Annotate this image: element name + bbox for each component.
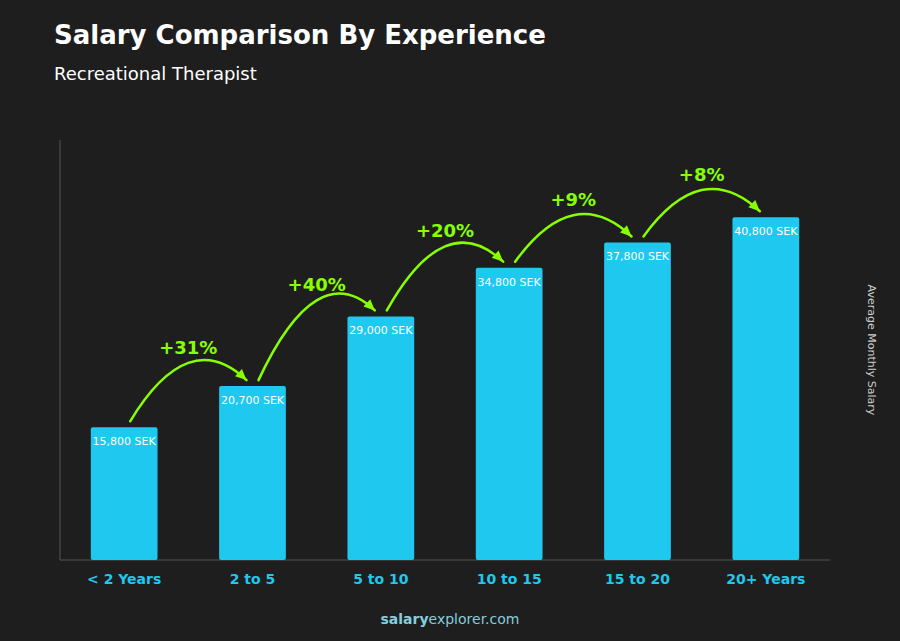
- growth-arc: [259, 294, 375, 381]
- watermark: salaryexplorer.com: [381, 611, 520, 627]
- bar: [476, 268, 543, 560]
- background: [0, 0, 900, 641]
- data-label: 37,800 SEK: [606, 250, 670, 263]
- x-tick-label: 2 to 5: [230, 571, 276, 587]
- growth-arrowhead: [363, 299, 374, 310]
- growth-arc: [515, 214, 631, 262]
- subtitle: Recreational Therapist: [54, 63, 257, 84]
- bar: [91, 427, 158, 560]
- growth-label: +20%: [416, 220, 474, 241]
- data-label: 34,800 SEK: [478, 276, 542, 289]
- data-label: 40,800 SEK: [734, 225, 798, 238]
- watermark-part: salary: [381, 611, 429, 627]
- growth-label: +9%: [551, 189, 597, 210]
- growth-label: +40%: [288, 274, 346, 295]
- x-axis-line: [60, 560, 830, 561]
- x-tick-label: < 2 Years: [87, 571, 161, 587]
- growth-arrowhead: [748, 200, 759, 211]
- bar: [732, 217, 799, 560]
- watermark-part: explorer.com: [429, 611, 520, 627]
- data-label: 20,700 SEK: [221, 394, 285, 407]
- y-axis-line: [60, 140, 61, 560]
- data-label: 29,000 SEK: [349, 324, 413, 337]
- growth-arrowhead: [492, 250, 503, 261]
- data-label: 15,800 SEK: [93, 435, 157, 448]
- x-tick-label: 15 to 20: [605, 571, 670, 587]
- bar: [604, 242, 671, 560]
- growth-label: +8%: [679, 164, 725, 185]
- x-tick-label: 20+ Years: [726, 571, 805, 587]
- growth-arrowhead: [235, 369, 246, 380]
- title: Salary Comparison By Experience: [54, 20, 546, 50]
- bars: [91, 217, 799, 560]
- bar: [347, 316, 414, 560]
- chart-container: Salary Comparison By Experience Recreatio…: [0, 0, 900, 641]
- growth-label: +31%: [159, 337, 217, 358]
- growth-arc: [644, 189, 760, 237]
- growth-arrowhead: [620, 225, 631, 236]
- chart: Salary Comparison By Experience Recreatio…: [0, 0, 900, 641]
- y-axis-label: Average Monthly Salary: [865, 285, 878, 416]
- bar: [219, 386, 286, 560]
- growth-arc: [387, 243, 503, 311]
- x-tick-label: 5 to 10: [353, 571, 409, 587]
- growth-arc: [130, 360, 246, 421]
- x-tick-label: 10 to 15: [477, 571, 542, 587]
